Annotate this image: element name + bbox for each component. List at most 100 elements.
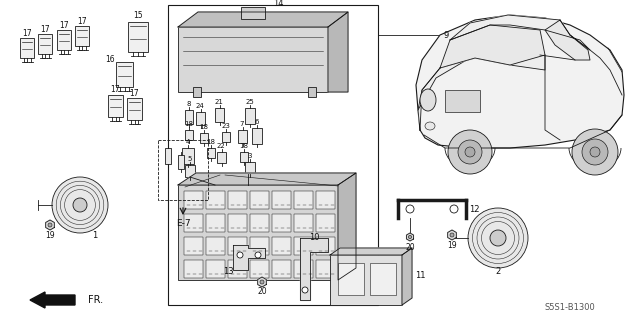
- FancyBboxPatch shape: [128, 22, 148, 52]
- Text: 19: 19: [447, 241, 457, 249]
- Circle shape: [260, 280, 264, 284]
- Circle shape: [450, 233, 454, 237]
- Circle shape: [408, 235, 412, 239]
- Text: 17: 17: [110, 85, 120, 94]
- Bar: [206, 214, 225, 232]
- Bar: [245, 108, 255, 124]
- Bar: [185, 165, 195, 177]
- Text: 18: 18: [207, 139, 216, 145]
- Bar: [184, 191, 203, 209]
- Bar: [200, 133, 208, 143]
- Text: 11: 11: [415, 271, 425, 279]
- Bar: [193, 87, 201, 97]
- Text: 3: 3: [248, 153, 252, 159]
- FancyBboxPatch shape: [38, 34, 52, 54]
- Bar: [338, 263, 364, 295]
- Text: E-7: E-7: [176, 219, 190, 228]
- Bar: [316, 237, 335, 255]
- Ellipse shape: [425, 122, 435, 130]
- Bar: [206, 191, 225, 209]
- Bar: [250, 260, 269, 278]
- Circle shape: [52, 177, 108, 233]
- Circle shape: [406, 205, 414, 213]
- FancyBboxPatch shape: [57, 30, 71, 50]
- Bar: [250, 191, 269, 209]
- Bar: [238, 130, 247, 143]
- Circle shape: [465, 147, 475, 157]
- Bar: [272, 260, 291, 278]
- Polygon shape: [328, 12, 348, 92]
- Bar: [330, 255, 402, 305]
- Bar: [215, 108, 224, 122]
- Bar: [178, 185, 338, 280]
- Bar: [165, 148, 171, 164]
- Text: 12: 12: [468, 205, 479, 214]
- Bar: [196, 112, 205, 125]
- Polygon shape: [450, 15, 590, 50]
- Polygon shape: [338, 173, 356, 280]
- Polygon shape: [30, 292, 75, 308]
- FancyBboxPatch shape: [75, 26, 89, 46]
- Text: 21: 21: [214, 99, 223, 105]
- Bar: [222, 132, 230, 142]
- Bar: [182, 148, 194, 164]
- Text: 19: 19: [45, 231, 55, 240]
- Ellipse shape: [420, 89, 436, 111]
- Text: 25: 25: [246, 99, 254, 105]
- Text: 2: 2: [495, 268, 500, 277]
- Circle shape: [590, 147, 600, 157]
- Text: FR.: FR.: [88, 295, 103, 305]
- Bar: [250, 214, 269, 232]
- Polygon shape: [178, 173, 356, 185]
- Circle shape: [572, 129, 618, 175]
- Bar: [228, 191, 247, 209]
- Bar: [178, 155, 184, 169]
- Polygon shape: [330, 248, 412, 255]
- Circle shape: [255, 252, 261, 258]
- Bar: [370, 263, 396, 295]
- Bar: [316, 214, 335, 232]
- FancyBboxPatch shape: [127, 98, 142, 120]
- Bar: [228, 214, 247, 232]
- Text: 10: 10: [308, 233, 319, 241]
- FancyBboxPatch shape: [108, 95, 123, 117]
- Text: 7: 7: [240, 121, 244, 127]
- Bar: [184, 260, 203, 278]
- Text: 15: 15: [133, 11, 143, 20]
- Bar: [206, 260, 225, 278]
- Text: 17: 17: [40, 25, 50, 33]
- Bar: [294, 191, 313, 209]
- Text: 20: 20: [257, 287, 267, 296]
- Bar: [178, 27, 328, 92]
- Circle shape: [490, 230, 506, 246]
- Bar: [252, 128, 262, 144]
- FancyBboxPatch shape: [20, 38, 34, 58]
- Text: 1: 1: [92, 231, 98, 240]
- Circle shape: [468, 208, 528, 268]
- Circle shape: [458, 140, 482, 164]
- Bar: [184, 214, 203, 232]
- Polygon shape: [233, 245, 265, 270]
- Polygon shape: [406, 233, 413, 241]
- Text: 17: 17: [77, 17, 87, 26]
- Bar: [228, 237, 247, 255]
- Polygon shape: [178, 12, 348, 27]
- Bar: [294, 214, 313, 232]
- Text: 24: 24: [196, 103, 204, 109]
- Circle shape: [450, 205, 458, 213]
- Text: 8: 8: [187, 101, 191, 107]
- Text: 18: 18: [184, 121, 193, 127]
- Bar: [245, 162, 255, 174]
- Text: 17: 17: [59, 20, 69, 29]
- Circle shape: [582, 139, 608, 165]
- Polygon shape: [545, 20, 590, 60]
- Polygon shape: [416, 15, 624, 148]
- Circle shape: [48, 223, 52, 227]
- Bar: [445, 90, 480, 112]
- Bar: [272, 237, 291, 255]
- Bar: [228, 260, 247, 278]
- Bar: [316, 260, 335, 278]
- FancyBboxPatch shape: [116, 62, 133, 87]
- Circle shape: [448, 130, 492, 174]
- Polygon shape: [418, 50, 545, 130]
